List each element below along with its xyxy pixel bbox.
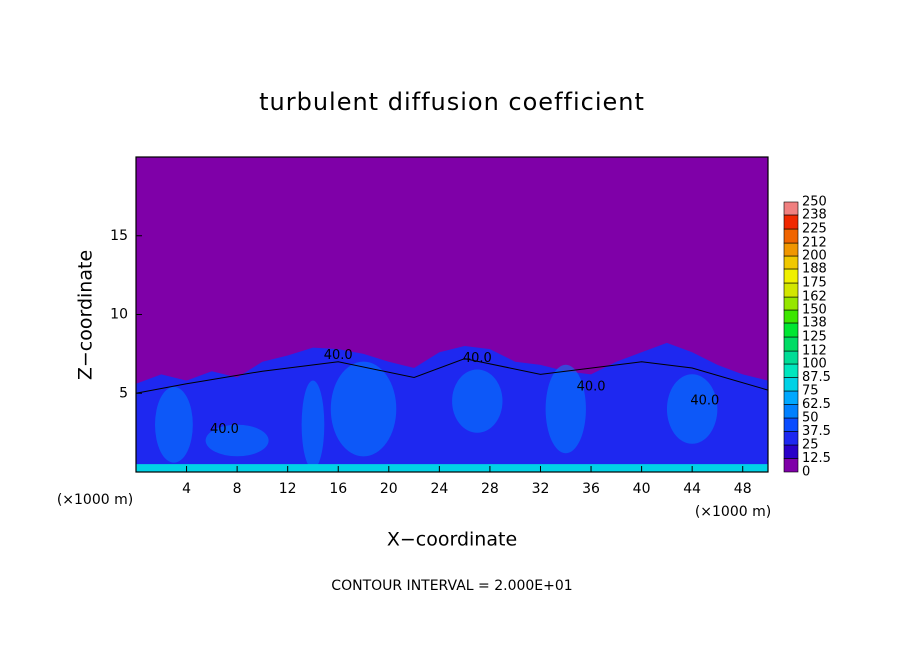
contour-label: 40.0 <box>324 348 353 363</box>
contour-label: 40.0 <box>577 379 606 394</box>
colorbar-swatch <box>783 242 799 257</box>
colorbar-label: 50 <box>802 411 819 426</box>
x-tick-label: 40 <box>633 481 651 497</box>
colorbar-swatch <box>783 404 799 419</box>
chart-title: turbulent diffusion coefficient <box>259 88 645 116</box>
x-unit-label: (×1000 m) <box>57 492 133 508</box>
colorbar-swatch <box>783 322 799 338</box>
turbulent-eddy <box>205 424 269 457</box>
turbulent-eddy <box>545 364 586 454</box>
x-tick-label: 8 <box>233 481 242 497</box>
colorbar-swatch <box>783 431 799 446</box>
colorbar-label: 162 <box>802 290 827 305</box>
colorbar-swatch <box>783 214 799 230</box>
x-tick-label: 20 <box>380 481 398 497</box>
y-tick-label: 15 <box>110 228 128 244</box>
colorbar-label: 238 <box>802 207 827 222</box>
plot-area: 40.0 40.0 40.0 40.0 40.0 <box>135 156 769 473</box>
colorbar-swatch <box>783 363 799 378</box>
x-tick-label: 32 <box>532 481 550 497</box>
turbulent-layer <box>136 342 768 472</box>
x-tick-label: 36 <box>582 481 600 497</box>
colorbar-label: 175 <box>802 276 827 291</box>
colorbar-swatch <box>783 228 799 244</box>
surface-layer <box>136 464 768 472</box>
x-tick-label: 24 <box>430 481 448 497</box>
contour-line <box>135 358 769 394</box>
colorbar-label: 12.5 <box>802 451 831 466</box>
colorbar-label: 62.5 <box>802 397 831 412</box>
turbulent-eddy <box>330 361 397 457</box>
colorbar-swatch <box>783 336 799 352</box>
y-tick-label: 5 <box>119 385 128 401</box>
x-tick-label: 44 <box>683 481 701 497</box>
colorbar-label: 0 <box>802 465 810 480</box>
colorbar-label: 212 <box>802 236 827 251</box>
colorbar-swatch <box>783 390 799 405</box>
turbulent-eddy <box>452 369 503 433</box>
colorbar-label: 150 <box>802 303 827 318</box>
colorbar-label: 200 <box>802 249 827 264</box>
colorbar-label: 37.5 <box>802 424 831 439</box>
colorbar-swatch <box>783 309 799 324</box>
footer-note: CONTOUR INTERVAL = 2.000E+01 <box>331 578 572 594</box>
colorbar-label: 138 <box>802 315 827 330</box>
x-tick-label: 16 <box>329 481 347 497</box>
colorbar-label: 188 <box>802 261 827 276</box>
colorbar-label: 112 <box>802 344 827 359</box>
x-axis-label: X−coordinate <box>387 529 517 551</box>
colorbar-label: 87.5 <box>802 370 831 385</box>
x-tick-label: 12 <box>279 481 297 497</box>
colorbar-label: 250 <box>802 195 827 210</box>
contour-label: 40.0 <box>463 351 492 366</box>
contour-label: 40.0 <box>690 394 719 409</box>
colorbar-label: 125 <box>802 330 827 345</box>
x-tick-label: 4 <box>182 481 191 497</box>
y-tick-label: 10 <box>110 307 128 323</box>
colorbar-swatch <box>783 296 799 311</box>
colorbar-swatch <box>783 255 799 270</box>
colorbar-swatch <box>783 268 799 284</box>
colorbar-swatch <box>783 201 799 216</box>
colorbar-swatch <box>783 417 799 432</box>
turbulent-eddy <box>155 386 193 463</box>
colorbar-swatch <box>783 444 799 459</box>
colorbar-label: 75 <box>802 384 819 399</box>
colorbar-swatch <box>783 458 799 473</box>
y-axis-label: Z−coordinate <box>75 250 97 380</box>
turbulent-eddy <box>666 374 718 444</box>
colorbar-swatch <box>783 350 799 365</box>
colorbar-swatch <box>783 282 799 298</box>
colorbar-label: 100 <box>802 357 827 372</box>
x-tick-label: 48 <box>734 481 752 497</box>
x-unit-label: (×1000 m) <box>695 504 771 520</box>
contour-label: 40.0 <box>210 422 239 437</box>
x-tick-label: 28 <box>481 481 499 497</box>
colorbar-label: 25 <box>802 438 819 453</box>
turbulent-eddy <box>301 380 325 469</box>
colorbar-swatch <box>783 377 799 392</box>
colorbar-label: 225 <box>802 222 827 237</box>
